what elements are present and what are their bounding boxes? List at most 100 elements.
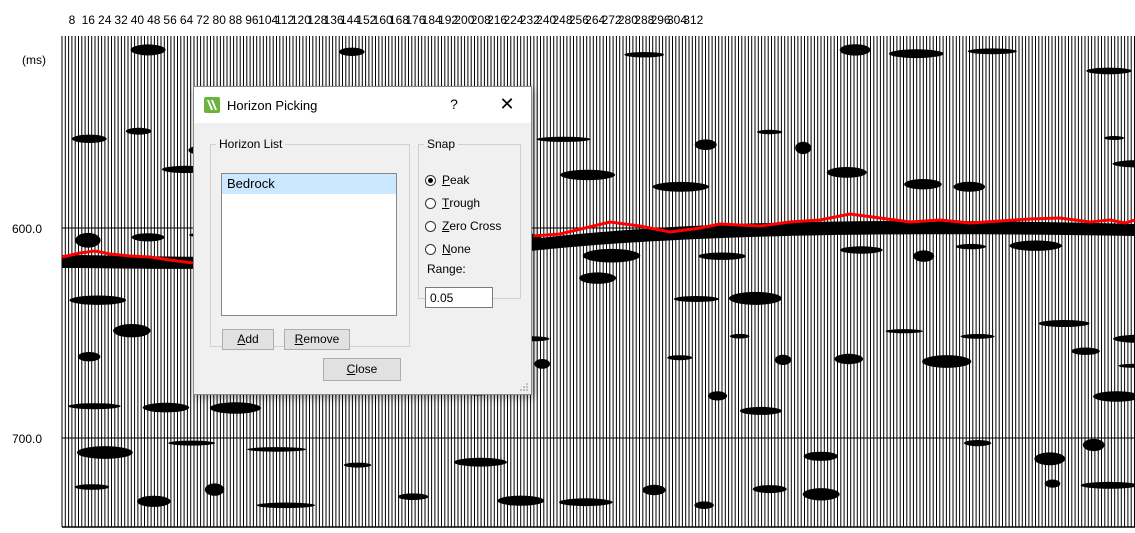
reflector-blob [826,167,867,178]
reflector-blob [1104,136,1125,140]
reflector-blob [453,457,507,467]
reflector-blob [1044,479,1061,488]
horizon-listbox[interactable]: Bedrock [221,173,397,316]
reflector-blob [1112,160,1135,168]
reflector-blob [1082,438,1105,452]
reflector-blob [739,406,783,415]
reflector-blob [964,440,992,447]
reflector-blob [1038,320,1090,327]
add-button-label: dd [245,332,259,346]
trace-tick-label: 80 [213,13,227,27]
reflector-blob [694,501,714,510]
remove-button[interactable]: Remove [284,329,350,350]
reflector-blob [77,446,133,459]
reflector-blob [497,495,545,506]
reflector-blob [247,447,307,452]
trace-tick-label: 280 [618,13,638,27]
help-button[interactable]: ? [450,96,458,112]
dialog-title: Horizon Picking [227,98,318,113]
radio-label: eak [450,173,470,187]
trace-tick-label: 128 [307,13,327,27]
horizon-picking-dialog: Horizon Picking ? ✕ Horizon List Bedrock… [193,86,532,395]
close-button-mnemonic: C [346,362,356,376]
reflector-blob [795,141,812,155]
reflector-blob [397,493,429,501]
trace-tick-label: 152 [356,13,376,27]
resize-grip-icon[interactable] [519,382,529,392]
time-tick-label: 700.0 [12,432,42,446]
add-button[interactable]: Add [222,329,274,350]
radio-zero-cross[interactable] [425,220,436,232]
snap-legend: Snap [427,137,456,151]
trace-tick-label: 72 [196,13,210,27]
trace-tick-label: 232 [520,13,540,27]
trace-tick-label: 168 [389,13,409,27]
trace-tick-label: 176 [405,13,425,27]
reflector-blob [1093,391,1135,402]
reflector-blob [113,324,151,338]
radio-label: ero Cross [449,219,502,233]
trace-tick-label: 304 [667,13,687,27]
reflector-blob [343,462,372,468]
radio-label: one [450,242,471,256]
dialog-titlebar[interactable]: Horizon Picking ? ✕ [194,87,531,123]
add-button-mnemonic: A [237,332,246,346]
reflector-blob [922,355,972,368]
trace-tick-label: 96 [245,13,259,27]
trace-tick-label: 120 [291,13,311,27]
reflector-blob [694,139,717,150]
time-tick-label: 600.0 [12,222,42,236]
trace-tick-label: 160 [373,13,393,27]
reflector-blob [888,49,944,59]
reflector-blob [1118,363,1135,368]
reflector-blob [774,354,792,365]
radio-label-mnemonic: Z [442,219,450,233]
trace-tick-label: 296 [651,13,671,27]
range-input[interactable] [425,287,493,308]
reflector-blob [913,250,935,262]
reflector-blob [1080,481,1135,489]
trace-tick-label: 48 [147,13,161,27]
trace-tick-label: 56 [163,13,177,27]
trace-tick-label: 192 [438,13,458,27]
trace-tick-label: 32 [114,13,128,27]
trace-tick-label: 136 [324,13,344,27]
reflector-blob [142,402,190,413]
close-button-label: lose [355,362,378,376]
close-icon[interactable]: ✕ [499,94,515,114]
trace-tick-label: 88 [229,13,243,27]
reflector-blob [256,502,316,509]
trace-tick-label: 288 [634,13,654,27]
trace-tick-label: 216 [487,13,507,27]
reflector-blob [839,44,871,56]
radio-trough[interactable] [425,197,436,209]
reflector-blob [757,129,783,135]
close-button[interactable]: Close [323,358,401,381]
radio-none[interactable] [425,243,436,255]
radio-peak[interactable] [425,174,436,186]
reflector-blob [209,402,262,414]
remove-button-label: emove [303,332,340,346]
trace-tick-label: 8 [69,13,76,27]
list-item[interactable]: Bedrock [222,174,396,194]
trace-tick-label: 208 [471,13,491,27]
reflector-blob [168,440,216,446]
reflector-blob [698,252,746,260]
app-logo-icon [204,97,220,113]
time-unit-label: (ms) [22,53,46,67]
remove-button-mnemonic: R [294,332,304,346]
radio-label-mnemonic: N [442,242,451,256]
reflector-blob [885,329,923,334]
reflector-blob [707,391,728,401]
trace-tick-label: 104 [258,13,278,27]
reflector-blob [137,495,171,507]
horizon-pick-line [532,212,1135,238]
reflector-blob [652,181,709,192]
reflector-blob [1009,240,1062,251]
